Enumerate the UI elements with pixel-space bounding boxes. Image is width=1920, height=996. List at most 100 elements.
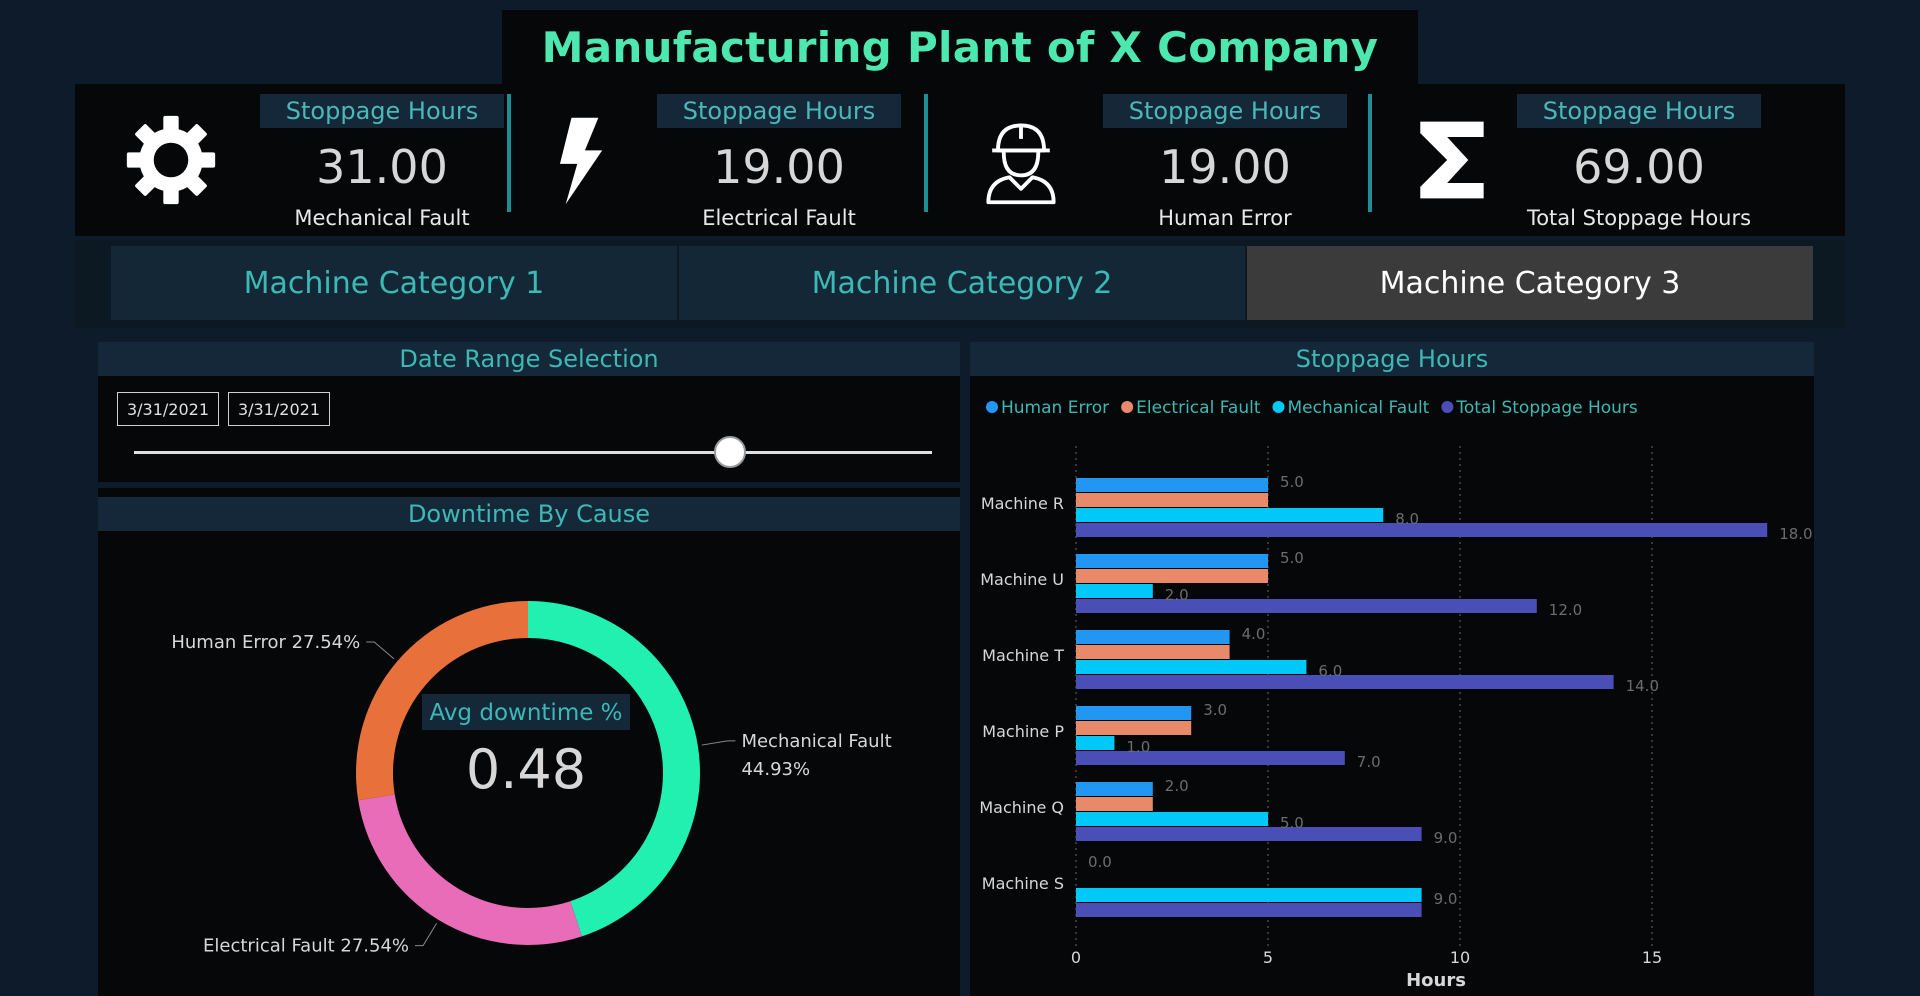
bar-total-stoppage-hours[interactable] (1076, 523, 1768, 537)
lightning-icon (559, 117, 603, 205)
tab-machine-category-1[interactable]: Machine Category 1 (111, 246, 677, 320)
kpi-heading: Stoppage Hours (657, 94, 901, 128)
bar-data-label: 5.0 (1280, 814, 1304, 832)
x-tick-label: 10 (1450, 948, 1470, 967)
kpi-label: Electrical Fault (702, 206, 856, 230)
bar-electrical-fault[interactable] (1076, 569, 1268, 583)
bar-human-error[interactable] (1076, 706, 1192, 720)
legend-item[interactable]: Mechanical Fault (1288, 398, 1430, 418)
kpi-strip: Stoppage Hours 31.00 Mechanical Fault St… (75, 84, 1845, 236)
panel-gap (98, 482, 960, 488)
worker-hardhat-icon (986, 123, 1056, 205)
legend-item[interactable]: Total Stoppage Hours (1455, 398, 1638, 418)
date-range-title: Date Range Selection (98, 342, 960, 376)
kpi-mechanical: Stoppage Hours 31.00 Mechanical Fault (75, 84, 515, 236)
end-date-input[interactable]: 3/31/2021 (228, 392, 330, 426)
donut-chart-title: Downtime By Cause (98, 497, 960, 531)
kpi-value: 69.00 (1573, 140, 1705, 194)
donut-slice-electrical-fault[interactable] (358, 794, 582, 945)
kpi-divider (507, 94, 511, 212)
y-category-label: Machine S (982, 874, 1064, 893)
bar-total-stoppage-hours[interactable] (1076, 675, 1614, 689)
legend-item[interactable]: Electrical Fault (1136, 398, 1261, 418)
bar-mechanical-fault[interactable] (1076, 584, 1153, 598)
tab-machine-category-3[interactable]: Machine Category 3 (1247, 246, 1813, 320)
bar-mechanical-fault[interactable] (1076, 660, 1307, 674)
date-slider-track[interactable] (134, 451, 932, 454)
date-slider-handle[interactable] (714, 436, 746, 468)
donut-slice-label: Mechanical Fault (741, 731, 891, 752)
y-category-label: Machine U (980, 570, 1064, 589)
downtime-donut-chart: Avg downtime % 0.48 Mechanical Fault 44.9… (171, 601, 892, 957)
bar-human-error[interactable] (1076, 630, 1230, 644)
sigma-icon (1420, 121, 1484, 199)
tab-machine-category-2[interactable]: Machine Category 2 (679, 246, 1245, 320)
bar-total-stoppage-hours[interactable] (1076, 903, 1422, 917)
x-axis-label: Hours (1406, 970, 1466, 991)
x-tick-label: 0 (1071, 948, 1081, 967)
donut-slice-mechanical-fault[interactable] (528, 601, 700, 937)
y-category-label: Machine T (982, 646, 1064, 665)
bar-electrical-fault[interactable] (1076, 721, 1192, 735)
bar-human-error[interactable] (1076, 782, 1153, 796)
bar-mechanical-fault[interactable] (1076, 508, 1384, 522)
donut-leader-line (415, 923, 437, 947)
legend-marker (1121, 401, 1134, 413)
bar-electrical-fault[interactable] (1076, 645, 1230, 659)
bar-data-label: 18.0 (1779, 525, 1812, 543)
right-panel: Stoppage Hours Human Error Electrical Fau… (970, 342, 1814, 996)
dashboard-title-bar: Manufacturing Plant of X Company (502, 10, 1418, 84)
bar-data-label: 6.0 (1318, 662, 1342, 680)
x-tick-label: 5 (1263, 948, 1273, 967)
bar-human-error[interactable] (1076, 478, 1268, 492)
bar-electrical-fault[interactable] (1076, 493, 1268, 507)
gear-icon (126, 115, 216, 205)
page-title: Manufacturing Plant of X Company (541, 22, 1379, 72)
bar-data-label: 14.0 (1626, 677, 1659, 695)
bar-mechanical-fault[interactable] (1076, 812, 1268, 826)
bar-data-label: 3.0 (1203, 701, 1227, 719)
bar-human-error[interactable] (1076, 554, 1268, 568)
kpi-value: 19.00 (713, 140, 845, 194)
bar-chart-title: Stoppage Hours (970, 342, 1814, 376)
legend-marker (1441, 401, 1454, 413)
y-category-label: Machine P (982, 722, 1064, 741)
kpi-value: 19.00 (1159, 140, 1291, 194)
left-panel: Date Range Selection 3/31/2021 3/31/2021… (98, 342, 960, 996)
bar-mechanical-fault[interactable] (1076, 736, 1115, 750)
donut-slice-percent: 44.93% (741, 759, 810, 780)
start-date-input[interactable]: 3/31/2021 (117, 392, 219, 426)
stoppage-hours-bar-chart: Human Error Electrical Fault Mechanical Fa… (979, 398, 1812, 991)
bar-data-label: 7.0 (1357, 753, 1381, 771)
donut-center-value: 0.48 (466, 738, 586, 801)
y-category-label: Machine Q (979, 798, 1064, 817)
donut-leader-line (701, 740, 736, 746)
donut-center-label-bg (422, 694, 630, 730)
donut-slice-label: Electrical Fault 27.54% (203, 936, 409, 957)
legend-item[interactable]: Human Error (1001, 398, 1109, 418)
kpi-total: Stoppage Hours 69.00 Total Stoppage Hour… (1375, 84, 1845, 236)
bar-total-stoppage-hours[interactable] (1076, 751, 1345, 765)
bar-data-label: 9.0 (1434, 829, 1458, 847)
donut-leader-line (366, 641, 395, 660)
legend-marker (986, 401, 998, 413)
kpi-divider (1368, 94, 1372, 212)
bar-data-label: 0.0 (1088, 853, 1112, 871)
bar-total-stoppage-hours[interactable] (1076, 599, 1537, 613)
y-category-label: Machine R (981, 494, 1064, 513)
donut-center-label: Avg downtime % (429, 700, 622, 726)
kpi-label: Mechanical Fault (294, 206, 470, 230)
machine-category-tabs: Machine Category 1 Machine Category 2 Ma… (75, 240, 1845, 328)
donut-slice-human-error[interactable] (356, 601, 528, 801)
bar-total-stoppage-hours[interactable] (1076, 827, 1422, 841)
bar-data-label: 8.0 (1395, 510, 1419, 528)
kpi-value: 31.00 (316, 140, 448, 194)
x-tick-label: 15 (1642, 948, 1662, 967)
bar-data-label: 1.0 (1126, 738, 1150, 756)
donut-slice-label: Human Error 27.54% (171, 632, 360, 653)
bar-mechanical-fault[interactable] (1076, 888, 1422, 902)
legend-marker (1272, 401, 1285, 413)
bar-data-label: 12.0 (1549, 601, 1582, 619)
bar-data-label: 9.0 (1434, 890, 1458, 908)
bar-electrical-fault[interactable] (1076, 797, 1153, 811)
